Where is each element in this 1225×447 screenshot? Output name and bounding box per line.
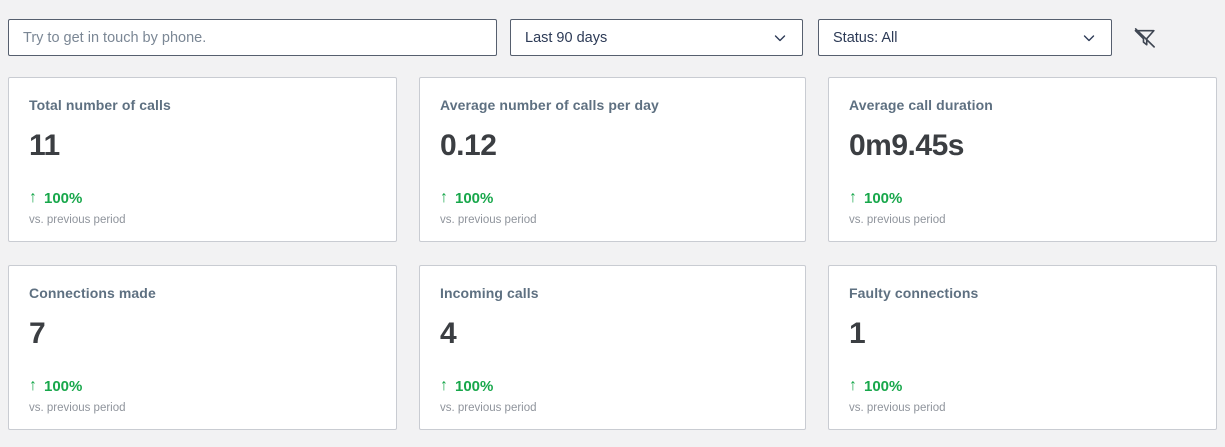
arrow-up-icon: ↑ xyxy=(440,377,448,394)
search-input[interactable] xyxy=(8,19,497,56)
trend-percent: 100% xyxy=(455,377,494,395)
trend-row: ↑ 100% xyxy=(29,378,376,394)
filters-toolbar: Last 90 days Status: All xyxy=(8,19,1217,56)
status-select[interactable]: Status: All xyxy=(818,19,1112,56)
card-value: 1 xyxy=(849,317,866,350)
trend-percent: 100% xyxy=(864,189,903,207)
card-value: 0.12 xyxy=(440,129,497,162)
card-total-calls: Total number of calls 11 ↑ 100% vs. prev… xyxy=(8,77,397,242)
card-value: 4 xyxy=(440,317,457,350)
trend-caption: vs. previous period xyxy=(849,402,946,414)
trend-percent: 100% xyxy=(44,377,83,395)
trend-caption: vs. previous period xyxy=(440,402,537,414)
trend-row: ↑ 100% xyxy=(440,190,785,206)
arrow-up-icon: ↑ xyxy=(29,377,37,394)
card-connections-made: Connections made 7 ↑ 100% vs. previous p… xyxy=(8,265,397,430)
chevron-down-icon xyxy=(1081,30,1097,46)
date-range-value: Last 90 days xyxy=(525,29,608,46)
arrow-up-icon: ↑ xyxy=(849,377,857,394)
card-title: Faulty connections xyxy=(849,285,979,301)
trend-caption: vs. previous period xyxy=(29,402,126,414)
trend-caption: vs. previous period xyxy=(440,214,537,226)
filter-off-icon xyxy=(1132,25,1158,51)
trend-row: ↑ 100% xyxy=(849,378,1196,394)
card-title: Incoming calls xyxy=(440,285,539,301)
card-title: Average call duration xyxy=(849,97,993,113)
trend-percent: 100% xyxy=(455,189,494,207)
card-value: 0m9.45s xyxy=(849,129,964,162)
card-avg-calls-per-day: Average number of calls per day 0.12 ↑ 1… xyxy=(419,77,806,242)
status-value: Status: All xyxy=(833,29,898,46)
trend-row: ↑ 100% xyxy=(440,378,785,394)
trend-caption: vs. previous period xyxy=(29,214,126,226)
call-stats-dashboard: Last 90 days Status: All xyxy=(8,19,1217,430)
date-range-select[interactable]: Last 90 days xyxy=(510,19,803,56)
chevron-down-icon xyxy=(772,30,788,46)
trend-percent: 100% xyxy=(864,377,903,395)
arrow-up-icon: ↑ xyxy=(849,189,857,206)
trend-row: ↑ 100% xyxy=(29,190,376,206)
card-value: 11 xyxy=(29,129,60,162)
card-incoming-calls: Incoming calls 4 ↑ 100% vs. previous per… xyxy=(419,265,806,430)
trend-row: ↑ 100% xyxy=(849,190,1196,206)
trend-percent: 100% xyxy=(44,189,83,207)
card-title: Total number of calls xyxy=(29,97,171,113)
card-value: 7 xyxy=(29,317,46,350)
card-faulty-connections: Faulty connections 1 ↑ 100% vs. previous… xyxy=(828,265,1217,430)
clear-filters-button[interactable] xyxy=(1129,22,1161,54)
arrow-up-icon: ↑ xyxy=(29,189,37,206)
card-avg-call-duration: Average call duration 0m9.45s ↑ 100% vs.… xyxy=(828,77,1217,242)
arrow-up-icon: ↑ xyxy=(440,189,448,206)
trend-caption: vs. previous period xyxy=(849,214,946,226)
card-title: Average number of calls per day xyxy=(440,97,659,113)
stat-cards-grid: Total number of calls 11 ↑ 100% vs. prev… xyxy=(8,77,1217,430)
card-title: Connections made xyxy=(29,285,156,301)
